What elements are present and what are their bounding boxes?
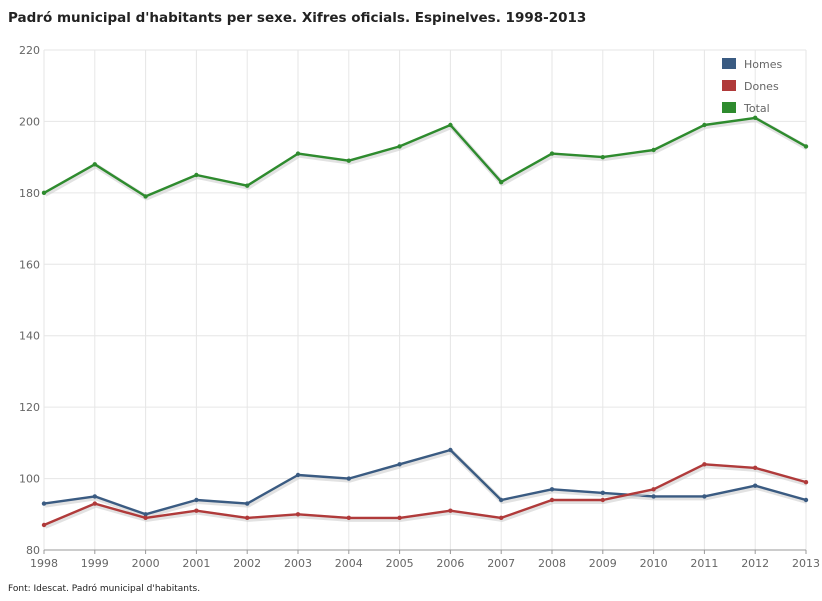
data-point-total: [651, 147, 656, 153]
data-point-total: [92, 162, 98, 167]
legend-label-dones: Dones: [744, 80, 779, 93]
data-point-dones: [92, 501, 98, 506]
legend-swatch-dones: [722, 80, 736, 91]
x-tick-label: 2010: [640, 557, 668, 570]
y-tick-label: 220: [19, 44, 40, 57]
data-point-homes: [346, 476, 351, 481]
data-point-total: [803, 144, 809, 149]
x-axis: 1998 1999 2000 2001 2002 2003 2004 2005 2006 2007…: [30, 549, 820, 570]
x-tick-label: 2008: [538, 557, 566, 570]
data-point-dones: [753, 465, 758, 471]
y-tick-label: 160: [19, 258, 40, 271]
series-layer: [41, 115, 809, 529]
data-point-dones: [448, 508, 453, 513]
legend-label-total: Total: [743, 102, 770, 115]
legend-label-homes: Homes: [744, 58, 782, 71]
grid-layer: [43, 49, 807, 551]
data-point-dones: [397, 515, 402, 521]
x-tick-label: 2011: [690, 557, 718, 570]
x-tick-label: 2002: [233, 557, 261, 570]
x-tick-label: 2003: [284, 557, 312, 570]
data-point-dones: [600, 497, 605, 503]
x-tick-label: 2000: [132, 557, 160, 570]
data-point-total: [41, 190, 47, 196]
y-axis: 80 100 120 140 160 180 200 220: [19, 44, 40, 557]
x-tick-label: 2006: [436, 557, 464, 570]
data-point-total: [499, 179, 504, 185]
y-tick-label: 200: [19, 115, 40, 128]
data-point-dones: [803, 479, 809, 485]
data-point-dones: [41, 522, 47, 528]
data-point-dones: [194, 508, 199, 513]
source-note: Font: Idescat. Padró municipal d'habitan…: [8, 584, 201, 594]
data-point-total: [295, 151, 301, 156]
data-point-homes: [448, 447, 453, 453]
x-tick-label: 2013: [792, 557, 820, 570]
x-tick-label: 2004: [335, 557, 363, 570]
data-point-total: [600, 154, 605, 160]
data-point-total: [753, 115, 758, 121]
data-point-dones: [651, 487, 656, 492]
y-tick-label: 100: [19, 473, 40, 486]
data-point-total: [397, 144, 402, 149]
data-point-homes: [600, 490, 605, 496]
series-shadow-homes: [44, 449, 808, 519]
data-point-total: [702, 122, 707, 128]
data-point-total: [143, 194, 148, 199]
y-tick-label: 120: [19, 401, 40, 414]
series-line-dones: [43, 463, 807, 527]
legend-swatch-total: [722, 102, 736, 113]
legend: Homes Dones Total: [722, 58, 782, 115]
x-tick-label: 2001: [182, 557, 210, 570]
data-point-homes: [194, 497, 199, 503]
data-point-dones: [702, 462, 707, 467]
data-point-dones: [245, 515, 250, 521]
x-tick-label: 2012: [741, 557, 769, 570]
chart-title: Padró municipal d'habitants per sexe. Xi…: [8, 10, 587, 26]
data-point-homes: [499, 497, 504, 503]
data-point-total: [194, 172, 199, 178]
data-point-total: [245, 183, 250, 188]
data-point-total: [549, 151, 555, 156]
plot-area: [44, 50, 806, 550]
legend-swatch-homes: [722, 58, 736, 69]
data-point-dones: [346, 515, 351, 521]
data-point-total: [346, 158, 351, 163]
data-point-homes: [651, 494, 656, 499]
series-line-total: [43, 116, 807, 198]
data-point-homes: [295, 472, 301, 478]
data-point-homes: [143, 512, 148, 517]
data-point-homes: [397, 462, 402, 467]
x-tick-label: 1999: [81, 557, 109, 570]
data-point-dones: [143, 515, 148, 521]
x-tick-label: 2007: [487, 557, 515, 570]
x-tick-label: 2005: [386, 557, 414, 570]
series-line-homes: [43, 448, 807, 516]
data-point-homes: [549, 487, 555, 492]
x-tick-label: 2009: [589, 557, 617, 570]
data-point-homes: [702, 494, 707, 499]
y-tick-label: 180: [19, 187, 40, 200]
data-point-dones: [549, 497, 555, 503]
data-point-dones: [295, 512, 301, 517]
series-shadow-dones: [44, 463, 808, 529]
data-point-homes: [753, 483, 758, 488]
series-shadow-total: [43, 116, 809, 201]
y-tick-label: 80: [26, 544, 40, 557]
data-point-homes: [245, 501, 250, 506]
data-point-total: [448, 122, 453, 128]
data-point-homes: [41, 501, 47, 506]
x-tick-label: 1998: [30, 557, 58, 570]
y-tick-label: 140: [19, 330, 40, 343]
data-point-homes: [92, 494, 98, 499]
data-point-homes: [803, 497, 809, 503]
data-point-dones: [499, 515, 504, 521]
